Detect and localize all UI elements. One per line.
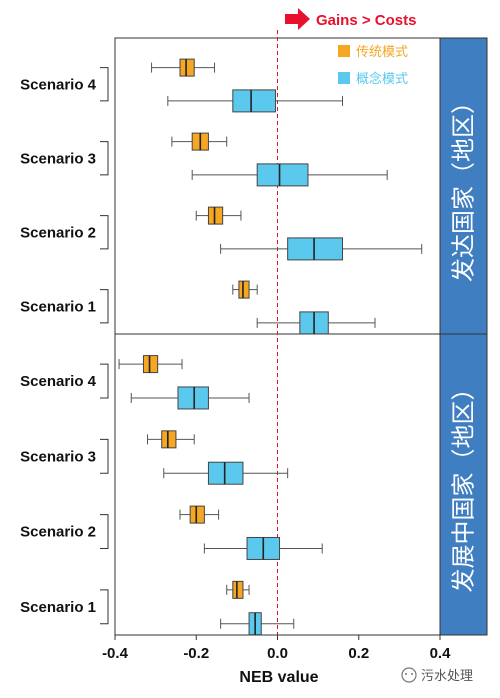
- x-tick-label: -0.2: [183, 645, 209, 662]
- box-iqr: [161, 430, 177, 449]
- box-iqr: [256, 163, 309, 187]
- scenario-bracket: [100, 363, 109, 399]
- scenario-label: Scenario 2: [20, 224, 96, 241]
- box-iqr: [232, 580, 244, 599]
- scenario-label: Scenario 1: [20, 298, 96, 315]
- box-iqr: [238, 280, 250, 299]
- box-iqr: [207, 206, 224, 225]
- scenario-bracket: [100, 215, 109, 250]
- right-arrow-icon: [285, 8, 310, 30]
- scenario-bracket: [100, 438, 109, 474]
- wechat-icon: [401, 667, 417, 683]
- box-iqr: [189, 505, 205, 524]
- box-iqr: [142, 355, 159, 374]
- x-tick-label: 0.0: [267, 645, 288, 662]
- scenario-label: Scenario 4: [20, 76, 97, 93]
- x-tick-label: 0.4: [430, 645, 452, 662]
- watermark-text: 污水处理: [421, 669, 473, 684]
- x-axis-label: NEB value: [239, 669, 318, 686]
- region-label: 发达国家（地区）: [450, 90, 478, 282]
- region-label: 发展中国家（地区）: [450, 377, 478, 593]
- gains-banner: Gains > Costs: [285, 8, 416, 30]
- plot-frame: [114, 37, 488, 636]
- x-tick-label: 0.2: [348, 645, 369, 662]
- legend-swatch-conceptual: [338, 72, 350, 84]
- scenario-bracket: [100, 589, 109, 625]
- scenario-bracket: [100, 67, 109, 102]
- scenario-bracket: [100, 289, 109, 324]
- scenario-bracket: [100, 514, 109, 549]
- scenario-label: Scenario 4: [20, 373, 97, 390]
- scenario-bracket: [100, 141, 109, 176]
- scenario-label: Scenario 2: [20, 524, 96, 541]
- box-iqr: [179, 58, 195, 77]
- legend-label-conceptual: 概念模式: [356, 71, 408, 87]
- x-tick-label: -0.4: [102, 645, 129, 662]
- box-iqr: [232, 89, 276, 113]
- box-iqr: [207, 461, 244, 485]
- legend-swatch-traditional: [338, 45, 350, 57]
- banner-text: Gains > Costs: [316, 12, 416, 29]
- watermark: 污水处理: [401, 667, 473, 684]
- box-iqr: [287, 237, 343, 261]
- legend-label-traditional: 传统模式: [356, 45, 408, 60]
- scenario-label: Scenario 3: [20, 150, 96, 167]
- scenario-label: Scenario 3: [20, 448, 96, 465]
- legend: 传统模式 概念模式: [338, 45, 408, 87]
- region-band: [439, 333, 488, 636]
- scenario-label: Scenario 1: [20, 599, 96, 616]
- box-iqr: [177, 386, 209, 410]
